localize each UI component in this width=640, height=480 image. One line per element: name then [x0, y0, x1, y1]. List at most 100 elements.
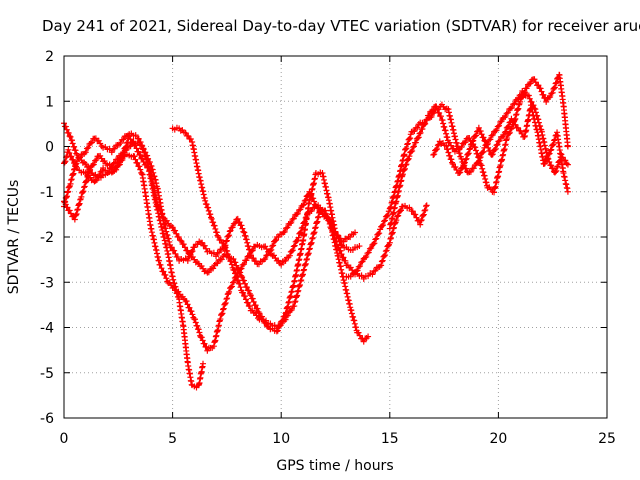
data-point-marker — [222, 299, 229, 306]
data-point-marker — [192, 319, 199, 326]
data-point-marker — [225, 290, 232, 297]
data-point-marker — [370, 241, 377, 248]
data-point-marker — [413, 214, 420, 221]
y-tick-label: -3 — [40, 275, 54, 291]
data-point-marker — [505, 123, 512, 130]
data-point-marker — [74, 158, 81, 165]
data-point-marker — [402, 162, 409, 169]
data-point-marker — [495, 138, 502, 145]
data-point-marker — [365, 333, 372, 340]
data-point-marker — [540, 91, 547, 98]
data-point-marker — [89, 162, 96, 169]
data-point-marker — [552, 168, 559, 175]
data-point-marker — [414, 135, 421, 142]
data-point-marker — [285, 221, 292, 228]
y-tick-label: 2 — [45, 49, 54, 65]
data-point-marker — [492, 145, 499, 152]
data-point-marker — [218, 256, 225, 263]
data-point-marker — [445, 149, 452, 156]
data-point-marker — [243, 284, 250, 291]
data-point-marker — [240, 289, 247, 296]
data-point-marker — [82, 149, 89, 156]
data-point-marker — [123, 147, 130, 154]
data-point-marker — [469, 138, 476, 145]
data-point-marker — [393, 217, 400, 224]
data-point-marker — [361, 254, 368, 261]
data-point-marker — [470, 137, 477, 144]
data-point-marker — [493, 127, 500, 134]
data-point-marker — [353, 268, 360, 275]
data-point-marker — [331, 228, 338, 235]
data-point-marker — [498, 118, 505, 125]
series-track-1 — [61, 133, 207, 391]
data-point-marker — [538, 88, 545, 95]
data-point-marker — [134, 159, 141, 166]
data-point-marker — [489, 151, 496, 158]
data-point-marker — [532, 79, 539, 86]
data-point-marker — [514, 96, 521, 103]
data-point-marker — [372, 236, 379, 243]
data-point-marker — [273, 325, 280, 332]
data-point-marker — [506, 119, 513, 126]
data-point-marker — [548, 162, 555, 169]
data-point-marker — [186, 304, 193, 311]
data-point-marker — [518, 94, 525, 101]
data-point-marker — [214, 260, 221, 267]
data-point-marker — [282, 225, 289, 232]
data-point-marker — [379, 222, 386, 229]
data-point-marker — [325, 215, 332, 222]
data-point-marker — [120, 136, 127, 143]
data-point-marker — [137, 151, 144, 158]
data-point-marker — [172, 227, 179, 234]
data-point-marker — [458, 144, 465, 151]
data-point-marker — [182, 244, 189, 251]
data-point-marker — [105, 169, 112, 176]
data-point-marker — [293, 238, 300, 245]
data-point-marker — [276, 322, 283, 329]
data-point-marker — [473, 128, 480, 135]
data-point-marker — [98, 168, 105, 175]
data-point-marker — [262, 256, 269, 263]
data-point-marker — [226, 228, 233, 235]
data-point-marker — [185, 254, 192, 261]
series-track-8 — [430, 102, 571, 195]
data-point-marker — [476, 157, 483, 164]
data-point-marker — [459, 140, 466, 147]
data-point-marker — [82, 161, 89, 167]
data-point-marker — [357, 263, 364, 270]
data-point-marker — [66, 133, 73, 140]
data-point-marker — [501, 129, 508, 136]
data-point-marker — [146, 159, 153, 166]
data-point-marker — [163, 275, 170, 282]
data-point-marker — [78, 193, 85, 200]
data-point-marker — [226, 254, 233, 261]
data-point-marker — [412, 211, 419, 218]
data-point-marker — [282, 257, 289, 264]
data-point-marker — [356, 332, 363, 339]
data-point-marker — [81, 183, 88, 190]
data-point-marker — [196, 329, 203, 336]
data-point-marker — [383, 212, 390, 219]
y-tick-label: -4 — [40, 321, 54, 337]
data-point-marker — [517, 127, 524, 134]
data-point-marker — [368, 244, 375, 251]
data-point-marker — [327, 219, 334, 226]
data-point-marker — [142, 149, 149, 156]
data-point-marker — [83, 178, 90, 185]
data-point-marker — [280, 229, 287, 236]
data-point-marker — [548, 146, 555, 153]
data-point-marker — [311, 198, 318, 205]
data-point-marker — [404, 140, 411, 147]
data-point-marker — [178, 237, 185, 244]
data-point-marker — [80, 188, 87, 195]
data-point-marker — [229, 279, 236, 286]
data-point-marker — [285, 312, 292, 319]
data-point-marker — [415, 134, 422, 141]
data-point-marker — [466, 146, 473, 153]
data-point-marker — [431, 151, 438, 158]
data-point-marker — [229, 224, 236, 231]
x-axis-label: GPS time / hours — [276, 458, 393, 474]
data-point-marker — [342, 257, 349, 264]
data-point-marker — [294, 237, 301, 244]
